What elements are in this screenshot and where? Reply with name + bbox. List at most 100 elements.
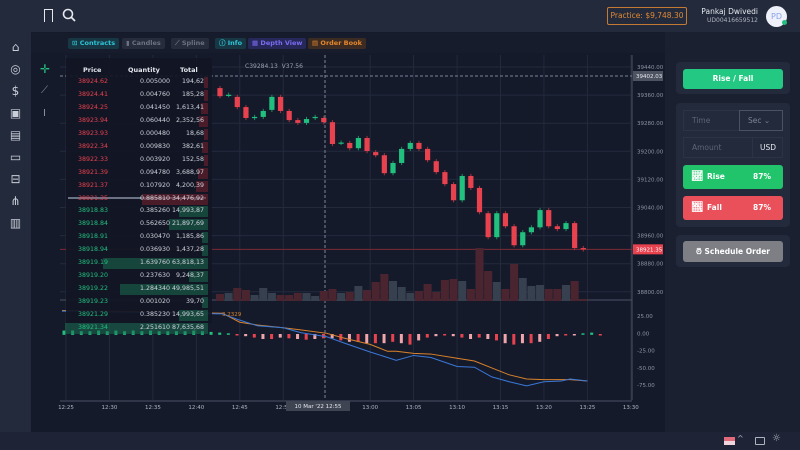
candle [303,119,310,123]
candle [355,138,361,149]
text-cursor-tool-icon[interactable]: I [43,108,46,119]
us-flag-icon[interactable] [724,437,735,445]
top-header: Practice: $9,748.30 Pankaj Dwivedi UD004… [0,0,800,32]
volume-bar [553,289,562,301]
screen-icon[interactable] [755,437,765,445]
macd-histogram-bar [512,334,516,345]
bid-row[interactable]: 38918.84 0.562650 21,897,69 [66,218,212,230]
trend-down-icon: 📉︎ [691,202,704,213]
volume-bar [328,289,337,301]
volume-bar [510,264,519,301]
bid-row[interactable]: 38918.94 0.036930 1,437,28 [66,244,212,256]
notebook-icon[interactable]: ▤ [9,128,22,142]
tab-order-book[interactable]: ▤ Order Book [308,38,366,49]
total: 18,68 [185,130,204,137]
coins-icon[interactable]: ◎ [10,62,21,76]
briefcase-icon[interactable]: ⊟ [10,172,21,186]
depth-icon: ▦ [252,39,259,47]
price: 38918.84 [78,220,109,227]
bid-row[interactable]: 38921.34 2.251610 87,635,68 [64,322,212,334]
macd-histogram-bar [434,334,438,337]
ask-row[interactable]: 38922.33 0.003920 152,58 [66,154,212,166]
volume-bar [562,285,570,301]
candle [546,210,552,227]
bid-row[interactable]: 38919.20 0.237630 9,248,37 [66,270,212,282]
ask-row[interactable]: 38923.93 0.000480 18,68 [66,128,212,140]
ask-row[interactable]: 38921.39 0.094780 3,688,97 [66,167,212,179]
macd-histogram-bar [425,334,429,338]
volume-bar [319,291,328,301]
home-icon[interactable]: ⌂ [11,40,20,54]
ask-row[interactable]: 38921.35 0.885810 34,476,92 [66,193,212,205]
fall-button[interactable]: 📉︎ Fall 87% [683,196,783,220]
macd-histogram-bar [529,334,533,344]
ask-row[interactable]: 38924.62 0.005000 194,62 [66,76,212,88]
time-tick: 12:30 [102,405,118,411]
bookmark-icon[interactable] [44,9,53,22]
bid-row[interactable]: 38921.29 0.385230 14,993,65 [66,309,212,321]
volume-bar [484,271,493,301]
candle [520,232,526,246]
bid-row[interactable]: 38919.23 0.001020 39,70 [66,296,212,308]
quantity: 0.001020 [139,298,170,305]
quantity: 0.030470 [139,233,170,240]
hierarchy-icon[interactable]: ⋔ [10,194,21,208]
time-tick: 12:40 [188,405,204,411]
macd-histogram-bar [391,334,395,342]
quantity: 0.885810 [139,195,170,202]
time-unit-select[interactable]: Sec ⌄ [739,110,783,131]
trendline-tool-icon[interactable]: ⟋ [41,85,48,96]
volume-bar [432,292,441,301]
bid-row[interactable]: 38918.83 0.385260 14,993,87 [66,205,212,217]
candle [572,223,578,249]
wallet-icon[interactable]: ▭ [9,150,22,164]
rise-fall-button[interactable]: Rise / Fall [683,69,783,89]
macd-histogram-bar [486,334,490,339]
dollar-icon[interactable]: $ [11,84,20,98]
bid-row[interactable]: 38919.22 1.284340 49,985,51 [66,283,212,295]
footer-bar: ^ ☼ [0,432,800,450]
quantity: 0.041450 [139,104,170,111]
bid-row[interactable]: 38918.91 0.030470 1,185,86 [66,231,212,243]
tab-contracts[interactable]: ⊡ Contracts [68,38,120,49]
price: 38919.22 [78,285,109,292]
schedule-label: Schedule Order [704,247,770,256]
schedule-order-button[interactable]: ⏰︎ Schedule Order [683,241,783,262]
practice-balance-button[interactable]: Practice: $9,748.30 [607,7,687,25]
amount-input[interactable]: Amount [683,137,753,158]
rise-payout: 87% [753,172,771,181]
tab-info[interactable]: ⓘ Info [215,38,247,49]
avatar[interactable]: PD [766,6,787,27]
ask-row[interactable]: 38924.25 0.041450 1,613,41 [66,102,212,114]
chevron-up-icon[interactable]: ^ [737,434,744,443]
price: 38918.91 [78,233,109,240]
rise-button[interactable]: 📈︎ Rise 87% [683,165,783,189]
candle [269,96,275,110]
trade-panel [665,32,800,432]
theme-toggle-icon[interactable]: ☼ [772,433,781,444]
tab-candles[interactable]: ▮ Candles [122,38,165,49]
contacts-icon[interactable]: ▣ [9,106,22,120]
quantity: 0.009830 [139,143,170,150]
price: 38923.93 [78,130,109,137]
ask-row[interactable]: 38923.94 0.060440 2,352,56 [66,115,212,127]
tab-depth-view[interactable]: ▦ Depth View [248,38,307,49]
bid-row[interactable]: 38919.19 1.639760 63,818,13 [66,257,212,269]
time-tick: 13:00 [362,405,378,411]
user-name: Pankaj Dwivedi [701,7,758,16]
macd-histogram-bar [313,334,317,339]
ask-row[interactable]: 38924.41 0.004760 185,28 [66,89,212,101]
search-icon[interactable] [62,8,76,22]
tab-label: Order Book [320,39,362,47]
depth-bar [178,206,208,217]
ask-row[interactable]: 38922.34 0.009830 382,61 [66,141,212,153]
ask-row[interactable]: 38921.37 0.107920 4,200,39 [66,180,212,192]
last-price: 38921.35 [636,247,663,253]
volume-bar [414,291,423,301]
report-icon[interactable]: ▥ [9,216,22,230]
total: 194,62 [181,78,204,85]
tab-spline[interactable]: ⟋ Spline [171,38,209,49]
crosshair-tool-icon[interactable]: ✛ [40,62,51,76]
alarm-clock-icon: ⏰︎ [696,247,702,256]
time-input[interactable]: Time [683,110,740,131]
